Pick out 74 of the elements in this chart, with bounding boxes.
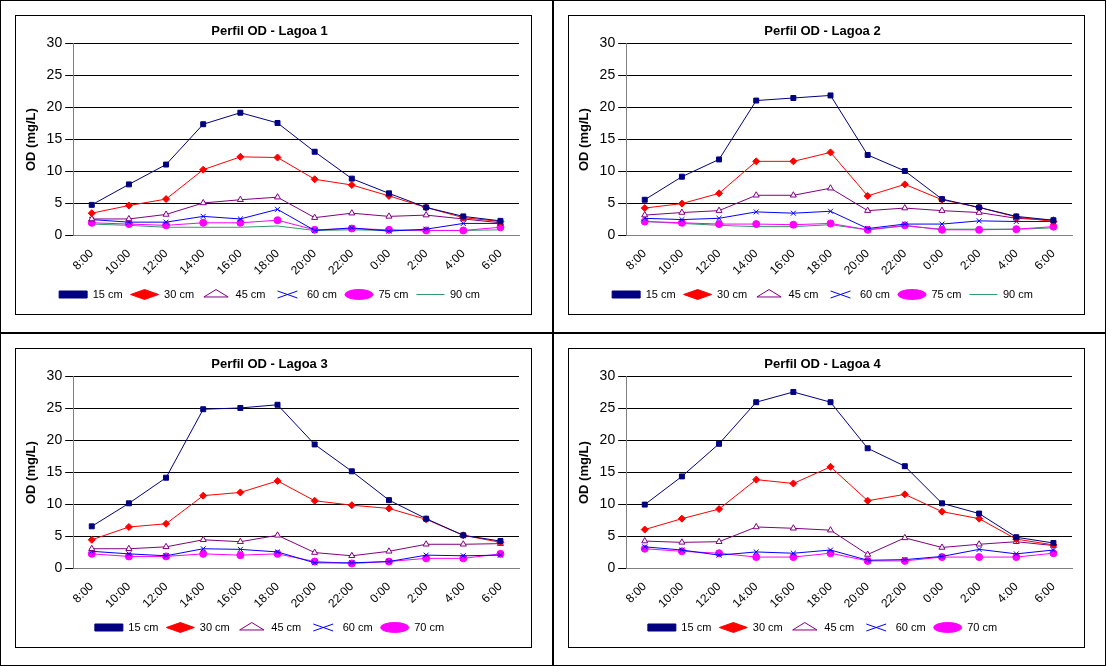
x-tick-label: 8:00 xyxy=(622,579,650,606)
x-tick-label: 6:00 xyxy=(1031,246,1059,273)
legend-label: 30 cm xyxy=(164,287,195,300)
x-tick-label: 6:00 xyxy=(478,246,506,273)
y-axis-title: OD (mg/L) xyxy=(576,108,592,172)
x-tick-label: 8:00 xyxy=(622,246,650,273)
legend-label: 15 cm xyxy=(128,620,159,633)
chart-title: Perfil OD - Lagoa 3 xyxy=(211,356,328,372)
x-tick-label: 4:00 xyxy=(994,579,1021,606)
legend-label: 15 cm xyxy=(92,287,123,300)
y-tick-label: 0 xyxy=(607,559,616,576)
legend-label: 45 cm xyxy=(271,620,302,633)
x-tick-label: 4:00 xyxy=(441,246,468,273)
y-tick-label: 20 xyxy=(46,431,63,448)
y-tick-label: 0 xyxy=(607,226,616,243)
legend-label: 90 cm xyxy=(1002,287,1033,300)
y-tick-label: 25 xyxy=(599,399,616,416)
y-tick-label: 15 xyxy=(599,463,616,480)
legend-label: 30 cm xyxy=(199,620,230,633)
y-tick-label: 15 xyxy=(46,130,63,147)
x-tick-label: 0:00 xyxy=(920,246,947,273)
y-tick-label: 30 xyxy=(46,34,63,51)
legend-label: 75 cm xyxy=(931,287,962,300)
y-tick-label: 5 xyxy=(54,194,63,211)
chart-title: Perfil OD - Lagoa 4 xyxy=(764,356,882,372)
x-tick-label: 0:00 xyxy=(367,579,394,606)
y-tick-label: 5 xyxy=(607,194,616,211)
chart-title: Perfil OD - Lagoa 1 xyxy=(211,23,328,39)
x-tick-label: 6:00 xyxy=(478,579,506,606)
y-tick-label: 25 xyxy=(46,399,63,416)
legend-label: 45 cm xyxy=(824,620,855,633)
legend-label: 30 cm xyxy=(717,287,748,300)
legend-label: 60 cm xyxy=(860,287,890,300)
legend-label: 60 cm xyxy=(307,287,337,300)
legend-label: 60 cm xyxy=(895,620,926,633)
y-tick-label: 5 xyxy=(607,527,616,544)
y-tick-label: 15 xyxy=(599,130,616,147)
y-tick-label: 25 xyxy=(46,66,63,83)
y-tick-label: 10 xyxy=(46,162,63,179)
x-tick-label: 0:00 xyxy=(367,246,394,273)
y-tick-label: 10 xyxy=(46,495,63,512)
y-axis-title: OD (mg/L) xyxy=(576,441,592,505)
y-tick-label: 30 xyxy=(599,367,616,384)
y-tick-label: 10 xyxy=(599,495,616,512)
y-tick-label: 20 xyxy=(599,98,616,115)
legend-label: 75 cm xyxy=(378,287,409,300)
y-axis-title: OD (mg/L) xyxy=(23,108,39,172)
y-axis-title: OD (mg/L) xyxy=(23,441,39,505)
chart-title: Perfil OD - Lagoa 2 xyxy=(764,23,881,39)
legend-label: 15 cm xyxy=(681,620,712,633)
y-tick-label: 15 xyxy=(46,463,63,480)
x-tick-label: 0:00 xyxy=(920,579,947,606)
y-tick-label: 25 xyxy=(599,66,616,83)
x-tick-label: 6:00 xyxy=(1031,579,1059,606)
y-tick-label: 30 xyxy=(599,34,616,51)
y-tick-label: 0 xyxy=(54,559,63,576)
y-tick-label: 20 xyxy=(599,431,616,448)
x-tick-label: 4:00 xyxy=(994,246,1021,273)
x-tick-label: 8:00 xyxy=(69,246,97,273)
y-tick-label: 20 xyxy=(46,98,63,115)
y-tick-label: 0 xyxy=(54,226,63,243)
x-tick-label: 4:00 xyxy=(441,579,468,606)
legend-label: 70 cm xyxy=(967,620,998,633)
y-tick-label: 30 xyxy=(46,367,63,384)
legend-label: 30 cm xyxy=(752,620,783,633)
legend-label: 15 cm xyxy=(645,287,676,300)
legend-label: 45 cm xyxy=(788,287,819,300)
legend-label: 70 cm xyxy=(414,620,445,633)
y-tick-label: 10 xyxy=(599,162,616,179)
legend-label: 45 cm xyxy=(235,287,266,300)
y-tick-label: 5 xyxy=(54,527,63,544)
legend-label: 90 cm xyxy=(449,287,480,300)
x-tick-label: 8:00 xyxy=(69,579,97,606)
legend-label: 60 cm xyxy=(342,620,373,633)
